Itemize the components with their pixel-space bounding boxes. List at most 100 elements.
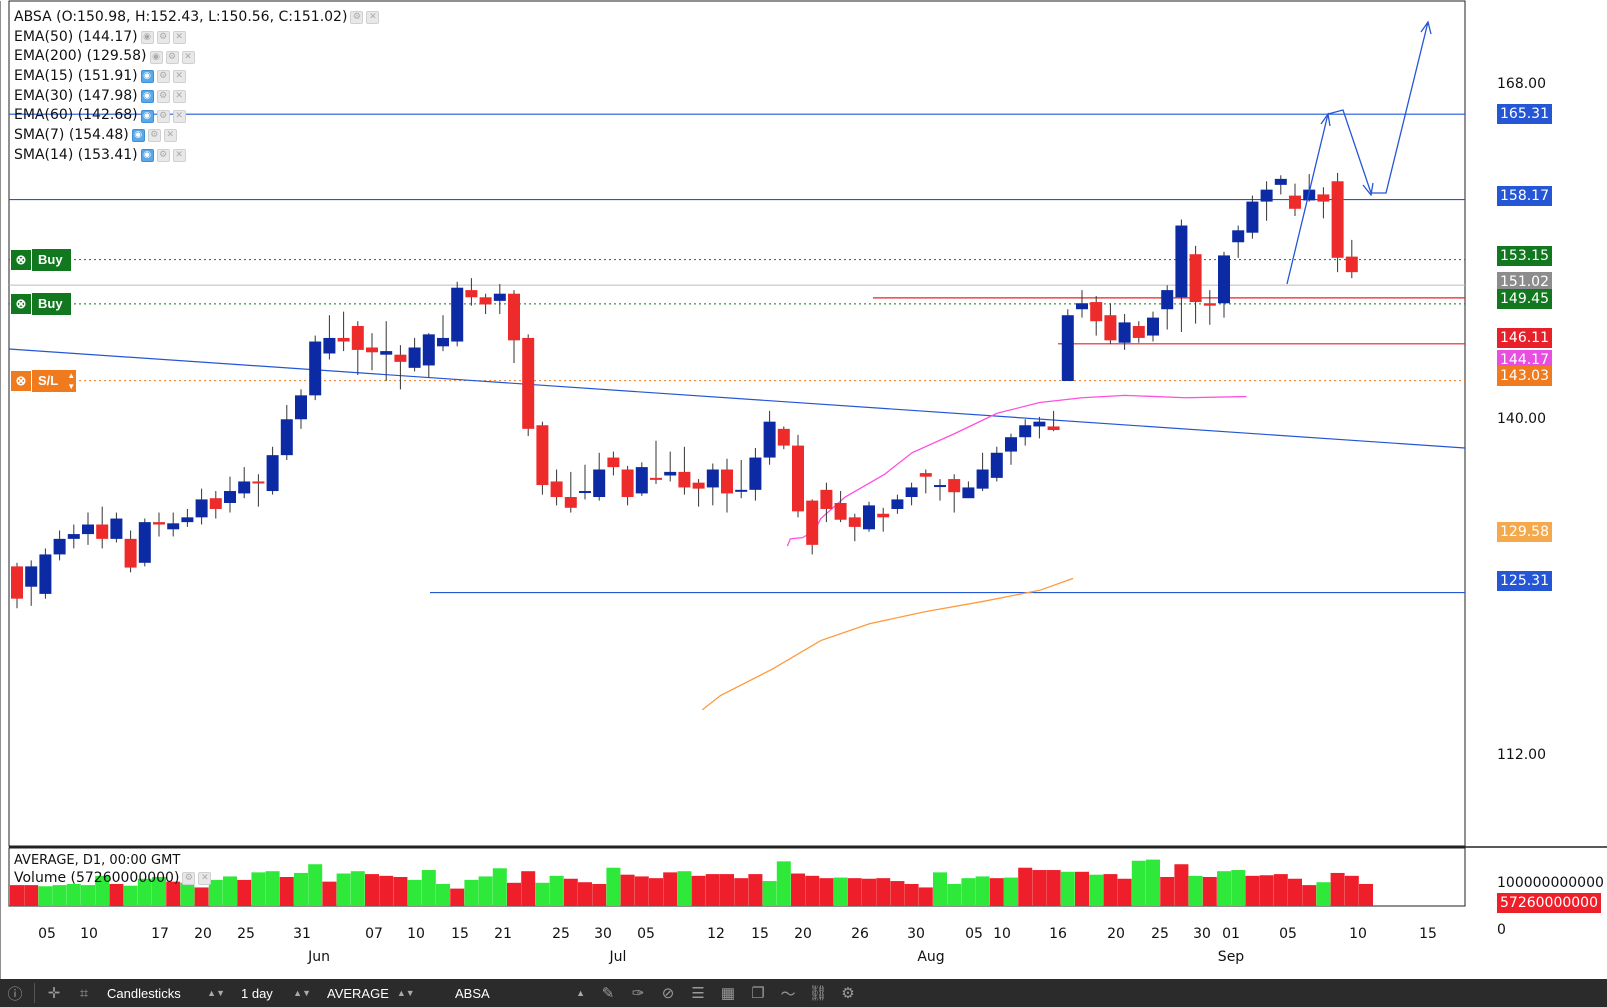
x-axis-day-label: 20 [794, 926, 812, 942]
info-icon[interactable]: ⓘ [7, 985, 23, 1003]
volume-bar [379, 875, 394, 906]
price-tag: 143.03 [1497, 366, 1552, 386]
chart-type-select[interactable]: Candlesticks ▲▼ [99, 986, 233, 1001]
volume-legend-text: Volume (57260000000) [14, 870, 180, 886]
close-icon[interactable]: ✕ [163, 129, 177, 143]
visibility-icon[interactable]: ◉ [140, 70, 154, 84]
close-order-icon[interactable]: ⊗ [10, 293, 32, 315]
order-buy-2[interactable]: ⊗ Buy [10, 293, 71, 315]
grid-icon[interactable]: ▦ [720, 985, 736, 1002]
price-tag: 153.15 [1497, 246, 1552, 266]
close-icon[interactable]: ✕ [172, 149, 186, 163]
drag-handle-icon[interactable]: ▲ ▼ [66, 370, 77, 392]
settings-icon[interactable]: ⚙ [156, 70, 170, 84]
list-icon[interactable]: ☰ [691, 985, 705, 1002]
bullish-candle [635, 467, 648, 494]
chart-panel-label: AVERAGE, D1, 00:00 GMT [14, 853, 181, 868]
order-stop-loss[interactable]: ⊗ S/L ▲ ▼ [10, 370, 77, 392]
settings-icon[interactable]: ⚙ [350, 11, 364, 25]
volume-bar [1018, 867, 1033, 906]
link-icon[interactable]: ⛓ [808, 985, 828, 1002]
settings-icon[interactable]: ⚙ [156, 90, 170, 104]
close-icon[interactable]: ✕ [198, 871, 212, 885]
indicator-label: SMA(14) (153.41) [14, 146, 138, 163]
stepper-icon: ▲▼ [293, 988, 311, 998]
crosshair-icon[interactable]: ✛ [47, 985, 61, 1002]
volume-bar [805, 875, 820, 906]
symbol-select[interactable]: ABSA ▲ [415, 986, 593, 1001]
volume-bar [663, 872, 678, 906]
close-order-icon[interactable]: ⊗ [10, 249, 32, 271]
templates-icon[interactable]: ❐ [751, 985, 765, 1002]
price-tag: 158.17 [1497, 186, 1552, 206]
volume-bar [421, 870, 436, 906]
bearish-candle [550, 481, 563, 498]
settings-icon[interactable]: ⚙ [147, 129, 161, 143]
bullish-candle [1033, 421, 1046, 427]
ema200-line [701, 577, 1074, 711]
pencil-icon[interactable]: ✎ [601, 985, 615, 1002]
volume-bar [606, 867, 621, 906]
x-axis-day-label: 05 [38, 926, 56, 942]
trendline [8, 348, 1466, 449]
volume-bar [549, 875, 564, 906]
bearish-candle [394, 354, 407, 362]
volume-axis-max: 100000000000 [1497, 875, 1604, 891]
line-chart-icon[interactable]: 〜 [780, 985, 796, 1003]
visibility-icon[interactable]: ◉ [140, 31, 154, 45]
bearish-candle [692, 482, 705, 489]
volume-bar [1330, 872, 1345, 906]
timeframe-select[interactable]: 1 day ▲▼ [233, 986, 319, 1001]
bullish-candle [238, 481, 251, 494]
close-order-icon[interactable]: ⊗ [10, 370, 32, 392]
settings-icon[interactable]: ⚙ [156, 149, 170, 163]
visibility-icon[interactable]: ◉ [149, 50, 163, 64]
bullish-candle [976, 469, 989, 489]
close-icon[interactable]: ✕ [172, 70, 186, 84]
bearish-candle [948, 479, 961, 493]
pen-tool-icon[interactable]: ✑ [631, 985, 645, 1002]
x-axis-day-label: 25 [552, 926, 570, 942]
y-axis-label: 140.00 [1497, 411, 1546, 427]
volume-bar [720, 874, 734, 906]
volume-bar [308, 864, 323, 906]
close-icon[interactable]: ✕ [172, 109, 186, 123]
volume-bar [52, 885, 67, 906]
divider [34, 983, 35, 1003]
visibility-icon[interactable]: ◉ [140, 109, 154, 123]
bullish-candle [579, 491, 591, 494]
x-axis-day-label: 10 [407, 926, 425, 942]
settings-icon[interactable]: ⚙ [182, 871, 196, 885]
order-label: S/L [32, 370, 67, 392]
bullish-candle [1076, 303, 1088, 310]
close-icon[interactable]: ✕ [172, 31, 186, 45]
x-axis-day-label: 05 [637, 926, 655, 942]
close-icon[interactable]: ✕ [172, 90, 186, 104]
indicator-set-select[interactable]: AVERAGE ▲▼ [319, 986, 415, 1001]
indicator-set-value: AVERAGE [327, 985, 389, 1001]
visibility-icon[interactable]: ◉ [131, 129, 145, 143]
settings-icon[interactable]: ⚙ [165, 50, 179, 64]
gear-icon[interactable]: ⚙ [841, 985, 855, 1002]
close-icon[interactable]: ✕ [181, 50, 195, 64]
bullish-candle [891, 499, 904, 509]
bullish-candle [905, 487, 918, 498]
bullish-candle [664, 471, 677, 476]
close-icon[interactable]: ✕ [366, 11, 380, 25]
caret-up-icon: ▲ [576, 988, 585, 998]
visibility-icon[interactable]: ◉ [140, 90, 154, 104]
settings-icon[interactable]: ⚙ [156, 109, 170, 123]
price-tag: 151.02 [1497, 272, 1552, 292]
order-buy-1[interactable]: ⊗ Buy [10, 249, 71, 271]
indicator-label: EMA(30) (147.98) [14, 87, 138, 104]
volume-bar [38, 886, 53, 906]
settings-icon[interactable]: ⚙ [156, 31, 170, 45]
crop-icon[interactable]: ⌗ [79, 984, 89, 1002]
bullish-candle [1303, 189, 1316, 201]
volume-bar [876, 878, 891, 906]
hide-icon[interactable]: ⊘ [661, 985, 675, 1002]
visibility-icon[interactable]: ◉ [140, 149, 154, 163]
volume-bar [563, 878, 578, 906]
bearish-candle [366, 347, 378, 353]
